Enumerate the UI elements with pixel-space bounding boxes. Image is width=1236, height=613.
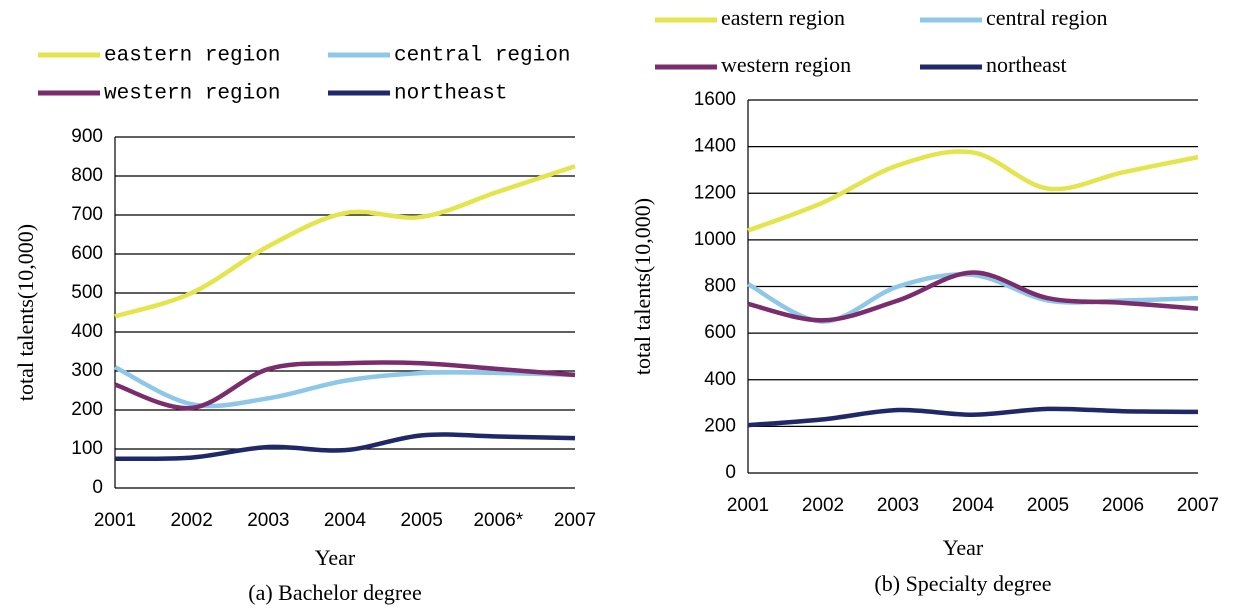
caption: (a) Bachelor degree	[248, 580, 421, 605]
x-tick-label: 2002	[171, 510, 213, 531]
legend-label: northeast	[394, 83, 507, 106]
x-tick-label: 2005	[401, 510, 443, 531]
y-tick-label: 500	[71, 282, 103, 303]
y-axis-label: total talents(10,000)	[630, 198, 655, 375]
x-axis-label: Year	[943, 535, 984, 560]
series-line	[747, 406, 1199, 428]
x-axis-label: Year	[315, 545, 356, 570]
series-line	[746, 272, 1199, 324]
y-tick-label: 700	[71, 204, 103, 225]
y-tick-label: 600	[71, 243, 103, 264]
y-tick-label: 1400	[694, 136, 736, 157]
y-axis-label: total talents(10,000)	[13, 224, 38, 401]
y-tick-label: 0	[725, 462, 736, 483]
x-tick-label: 2007	[554, 510, 596, 531]
y-tick-label: 400	[71, 321, 103, 342]
x-tick-label: 2001	[727, 495, 769, 516]
y-tick-label: 100	[71, 438, 103, 459]
y-tick-label: 900	[71, 126, 103, 147]
x-tick-label: 2006*	[473, 510, 523, 531]
y-tick-label: 400	[704, 369, 736, 390]
y-tick-label: 800	[71, 165, 103, 186]
legend-label: central region	[986, 5, 1108, 30]
y-tick-label: 200	[704, 415, 736, 436]
legend-label: western region	[721, 52, 851, 77]
series-line	[114, 432, 576, 462]
legend-label: eastern region	[721, 5, 845, 30]
x-tick-label: 2006	[1102, 495, 1144, 516]
caption: (b) Specialty degree	[874, 571, 1051, 596]
x-tick-label: 2003	[247, 510, 289, 531]
series-line	[114, 164, 576, 319]
legend-label: northeast	[986, 52, 1067, 77]
legend-label: eastern region	[104, 45, 280, 68]
x-tick-label: 2005	[1027, 495, 1069, 516]
x-tick-label: 2004	[952, 495, 995, 516]
x-tick-label: 2007	[1177, 495, 1219, 516]
y-tick-label: 1600	[694, 89, 736, 110]
series-line	[747, 270, 1199, 323]
y-tick-label: 1200	[694, 182, 736, 203]
x-tick-label: 2004	[324, 510, 367, 531]
x-tick-label: 2002	[802, 495, 844, 516]
y-tick-label: 300	[71, 360, 103, 381]
y-tick-label: 600	[704, 322, 736, 343]
legend-label: central region	[394, 45, 570, 68]
legend-label: western region	[104, 83, 280, 106]
y-tick-label: 0	[92, 477, 103, 498]
y-tick-label: 800	[704, 276, 736, 297]
series-line	[113, 365, 576, 409]
y-tick-label: 200	[71, 399, 103, 420]
y-tick-label: 1000	[694, 229, 736, 250]
series-line	[747, 149, 1199, 233]
x-tick-label: 2003	[877, 495, 919, 516]
x-tick-label: 2001	[94, 510, 136, 531]
series-line	[114, 360, 576, 411]
